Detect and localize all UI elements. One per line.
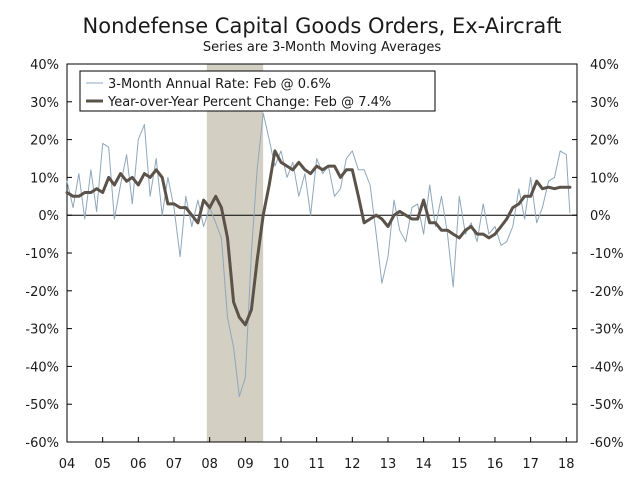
chart-title: Nondefense Capital Goods Orders, Ex-Airc… <box>83 14 562 38</box>
y-tick-label-right: 10% <box>590 171 619 186</box>
y-tick-label-right: -10% <box>590 247 624 262</box>
recession-shading <box>206 64 264 442</box>
x-tick-label: 17 <box>522 457 539 472</box>
x-tick-label: 10 <box>273 457 290 472</box>
plot-frame <box>66 63 578 443</box>
y-tick-label-left: -50% <box>25 398 59 413</box>
y-tick-label-left: 40% <box>30 58 59 73</box>
legend-label: Year-over-Year Percent Change: Feb @ 7.4… <box>107 95 391 110</box>
y-tick-label-right: 30% <box>590 96 619 111</box>
x-tick-label: 05 <box>94 457 111 472</box>
recession-band <box>206 64 264 442</box>
y-tick-label-left: 20% <box>30 134 59 149</box>
series-line-yoy-change <box>65 149 572 327</box>
y-tick-label-right: 40% <box>590 58 619 73</box>
legend-label: 3-Month Annual Rate: Feb @ 0.6% <box>108 77 331 92</box>
y-tick-label-left: -20% <box>25 285 59 300</box>
y-tick-label-left: 30% <box>30 96 59 111</box>
legend-box <box>79 70 436 112</box>
y-tick-label-right: -50% <box>590 398 624 413</box>
x-tick-label: 11 <box>308 457 325 472</box>
x-tick-label: 15 <box>451 457 468 472</box>
y-tick-label-right: 0% <box>590 209 611 224</box>
series-lines <box>65 112 572 398</box>
x-tick-label: 08 <box>201 457 218 472</box>
x-tick-label: 09 <box>237 457 254 472</box>
series-line-annual-rate <box>66 112 571 398</box>
legend: 3-Month Annual Rate: Feb @ 0.6% Year-over… <box>79 70 436 112</box>
x-tick-label: 12 <box>344 457 361 472</box>
x-tick-label: 13 <box>380 457 397 472</box>
y-tick-label-right: -60% <box>590 436 624 451</box>
y-tick-label-right: 20% <box>590 134 619 149</box>
chart-subtitle: Series are 3-Month Moving Averages <box>203 40 442 55</box>
x-tick-label: 16 <box>487 457 504 472</box>
y-tick-label-left: -40% <box>25 360 59 375</box>
x-tick-label: 18 <box>558 457 575 472</box>
y-tick-label-left: -30% <box>25 323 59 338</box>
y-tick-label-right: -30% <box>590 323 624 338</box>
x-tick-label: 06 <box>130 457 147 472</box>
y-tick-label-left: 0% <box>38 209 59 224</box>
y-tick-label-right: -40% <box>590 360 624 375</box>
x-tick-label: 04 <box>59 457 76 472</box>
y-tick-label-left: -60% <box>25 436 59 451</box>
x-tick-label: 07 <box>166 457 183 472</box>
y-tick-label-left: 10% <box>30 171 59 186</box>
x-tick-label: 14 <box>415 457 432 472</box>
y-tick-label-right: -20% <box>590 285 624 300</box>
axes: 40% 40% 30% 30% 20% 20% 10% 10% 0% 0% -10% -10% -20%… <box>25 58 623 472</box>
y-tick-label-left: -10% <box>25 247 59 262</box>
